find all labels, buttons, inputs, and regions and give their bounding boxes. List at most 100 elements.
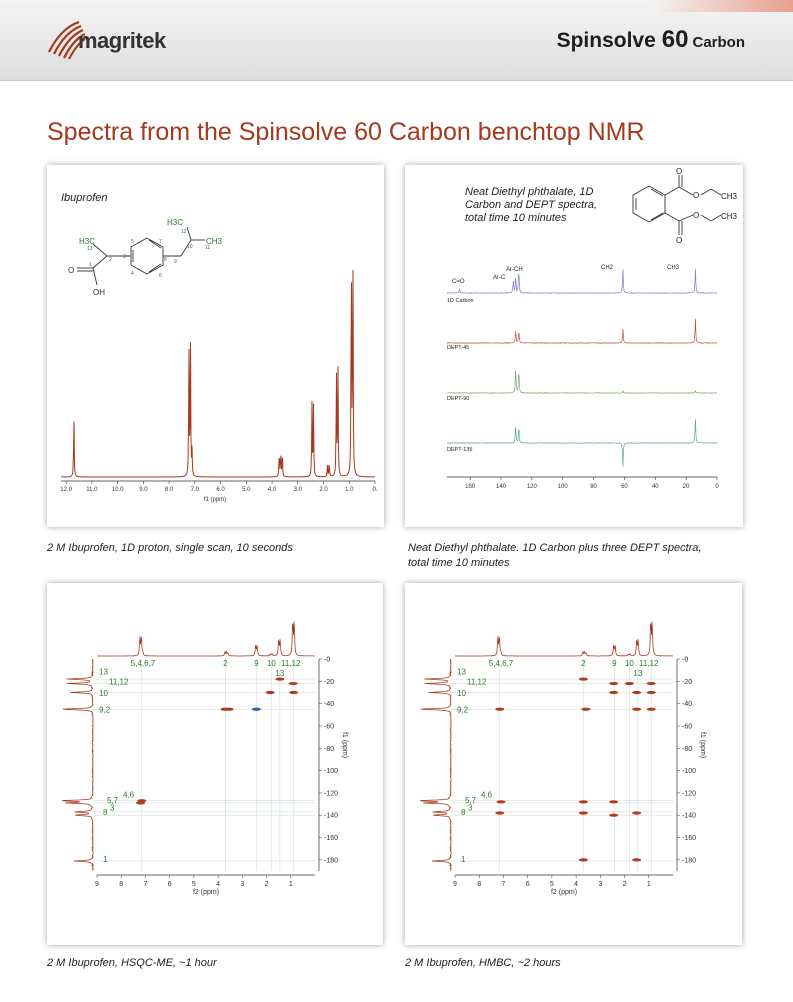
cross-peak: [224, 707, 234, 711]
assignment-left-label: 3: [468, 804, 473, 813]
x-axis-label: f2 (ppm): [193, 889, 219, 896]
assignment-left-label: 13: [99, 668, 108, 677]
struct-num-5: 5: [131, 239, 134, 245]
ibu-tick-label: 9.0: [139, 487, 148, 493]
struct-num-6: 6: [159, 273, 162, 279]
product-number: 60: [661, 26, 689, 53]
assignment-left-label: 10: [99, 689, 108, 698]
cross-peak: [288, 681, 298, 686]
y-tick-label: -120: [324, 790, 338, 797]
cross-peak: [265, 690, 275, 695]
y-tick-label: -0: [324, 657, 330, 664]
carbon-projection: [62, 658, 94, 872]
ibu-tick-label: 0.: [372, 487, 377, 493]
assignment-left-label: 4,6: [123, 790, 135, 799]
y-tick-label: -40: [324, 701, 334, 708]
assignment-top-label: 13: [633, 669, 642, 678]
y-tick-label: -100: [682, 768, 696, 775]
dept-struct-o-ester-top: O: [693, 191, 699, 200]
dept-spectra: Neat Diethyl phthalate, 1D Carbon and DE…: [446, 167, 738, 490]
struct-num-10: 10: [187, 244, 193, 250]
cross-peak: [624, 681, 634, 686]
x-axis-label: f2 (ppm): [551, 889, 577, 896]
assignment-left-label: 3: [110, 804, 115, 813]
assignment-left-label: 8: [461, 808, 466, 817]
y-tick-label: -160: [324, 835, 338, 842]
dept-peak-labels: C=O Ar-C Ar-CH CH2 CH3: [452, 265, 680, 285]
struct-h3c-left: H3C: [79, 237, 95, 246]
proton-projection: [97, 621, 315, 657]
assignment-left-label: 10: [457, 689, 466, 698]
dept-trace-3: [446, 419, 718, 467]
struct-num-12: 12: [181, 229, 187, 235]
assignment-left-label: 5,7: [107, 796, 119, 805]
assignment-left-label: 9,2: [457, 706, 469, 715]
y-tick-label: -20: [682, 679, 692, 686]
struct-num-9: 9: [174, 259, 177, 265]
x-tick-label: 7: [143, 881, 147, 888]
assignment-top-label: 11,12: [639, 659, 659, 668]
carbon-projection: [420, 658, 452, 872]
cross-peak: [632, 707, 642, 711]
y-tick-label: -140: [324, 813, 338, 820]
cross-peak: [632, 858, 642, 862]
y-tick-label: -0: [682, 657, 688, 664]
assignment-left-label: 5,7: [465, 796, 477, 805]
x-tick-label: 1: [289, 881, 293, 888]
ibu-tick-label: 6.0: [216, 487, 225, 493]
struct-oxygen: O: [68, 266, 74, 275]
ibu-tick-label: 2.0: [319, 487, 328, 493]
brand-name: magritek: [78, 28, 166, 53]
page-header: magritek Spinsolve 60 Carbon: [0, 0, 793, 81]
struct-num-1: 1: [89, 262, 92, 268]
x-tick-label: 6: [168, 881, 172, 888]
dept-traces: [446, 268, 718, 467]
y-tick-label: -40: [682, 701, 692, 708]
cross-peak: [581, 707, 591, 711]
peak-label-ar-ch: Ar-CH: [506, 267, 523, 273]
ibu-tick-label: 4.0: [268, 487, 277, 493]
cross-peak: [646, 681, 656, 686]
cross-peak: [646, 690, 656, 695]
struct-ch3-right: CH3: [206, 237, 223, 246]
cross-peak: [578, 677, 588, 681]
ibu-tick-label: 8.0: [165, 487, 174, 493]
y-axis-label: f1 (ppm): [699, 732, 706, 758]
y-tick-label: -180: [682, 857, 696, 864]
trace-label-dept90: DEPT-90: [447, 396, 469, 402]
assignment-left-label: 13: [457, 668, 466, 677]
ibuprofen-x-axis: 12.0 11.0 10.0 9.0 8.0 7.0 6.0 5.0 4.0 3.0 2.0 1.0 0…: [60, 480, 378, 493]
hsqc-caption: 2 M Ibuprofen, HSQC-ME, ~1 hour: [47, 957, 217, 969]
x-tick-label: 5: [192, 881, 196, 888]
assignment-top-label: 13: [275, 669, 284, 678]
cross-peak: [646, 707, 656, 711]
x-tick-label: 4: [216, 881, 220, 888]
ibu-tick-label: 12.0: [60, 487, 72, 493]
hsqc-panel: 9 8 7 6 5 4 3 2 1 -0 -20 -40 -60 -80 -100 -120 -140 -160 -…: [47, 583, 383, 945]
x-tick-label: 9: [453, 881, 457, 888]
peak-label-ch3: CH3: [667, 265, 680, 271]
cross-peak: [495, 707, 505, 711]
dept-tick-label: 20: [683, 484, 690, 490]
hmbc-panel: 9 8 7 6 5 4 3 2 1 -0 -20 -40 -60 -80 -100 -120 -140 -160 -…: [405, 583, 742, 945]
assignment-left-label: 8: [103, 808, 108, 817]
page-title: Spectra from the Spinsolve 60 Carbon ben…: [47, 118, 645, 146]
trace-label-1d-carbon: 1D Carbon: [447, 298, 474, 304]
assignment-top-label: 10: [625, 659, 634, 668]
ibu-tick-label: 1.0: [345, 487, 354, 493]
y-tick-label: -100: [324, 768, 338, 775]
struct-num-8: 8: [164, 257, 167, 263]
dept-label-line-3: total time 10 minutes: [465, 212, 567, 224]
struct-num-3: 3: [123, 254, 126, 260]
dept-label-line-1: Neat Diethyl phthalate, 1D: [465, 186, 593, 198]
cross-peak: [609, 681, 619, 686]
x-tick-label: 9: [95, 881, 99, 888]
peak-label-ch2: CH2: [601, 265, 614, 271]
dept-caption-line-1: Neat Diethyl phthalate. 1D Carbon plus t…: [408, 542, 702, 554]
header-swoosh: [653, 0, 793, 12]
struct-num-11: 11: [205, 245, 210, 251]
ibu-tick-label: 5.0: [242, 487, 251, 493]
struct-num-4: 4: [131, 271, 134, 277]
y-tick-label: -180: [324, 857, 338, 864]
struct-num-13: 13: [87, 246, 93, 252]
